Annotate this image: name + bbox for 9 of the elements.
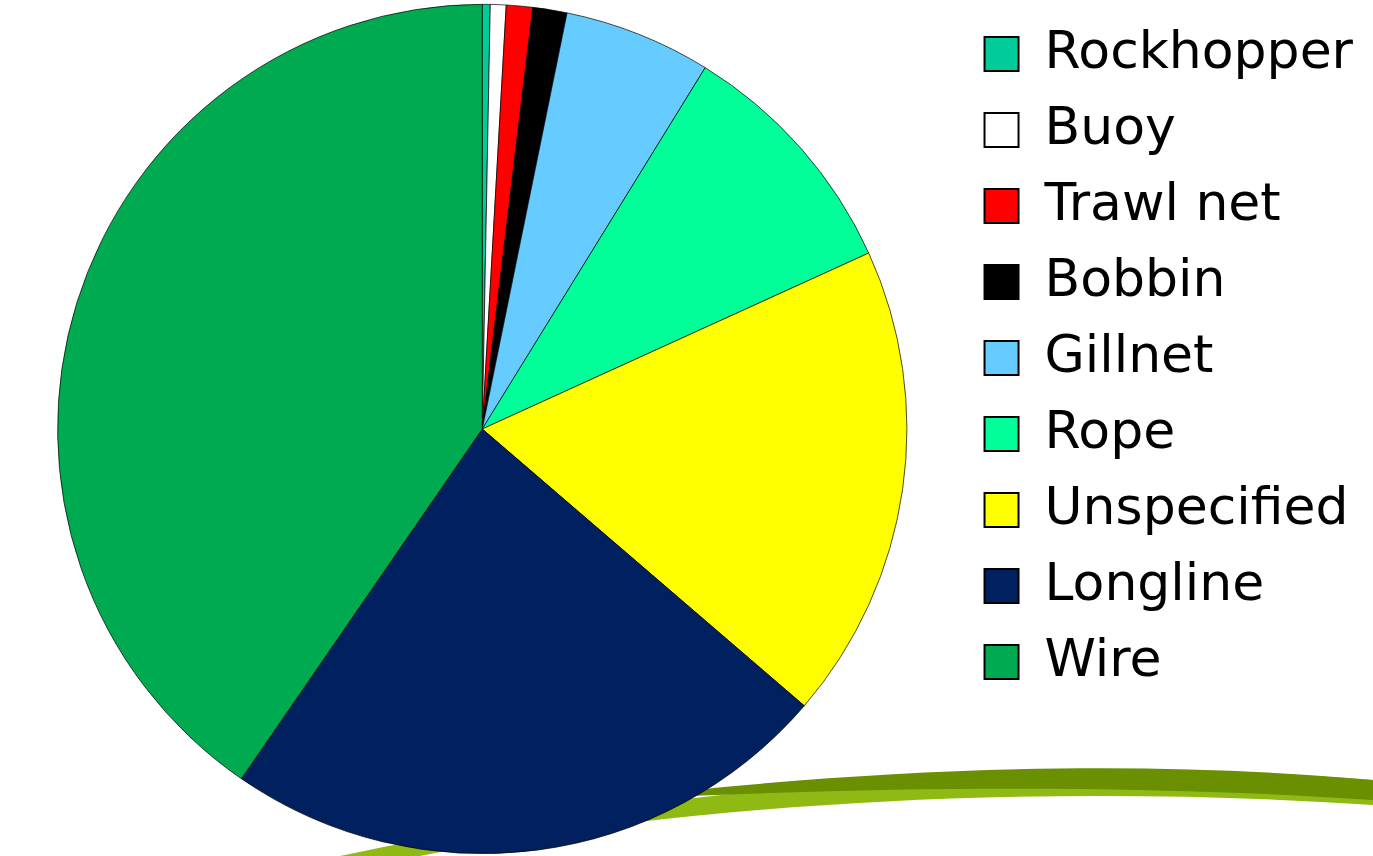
legend-label: Unspecified	[1044, 475, 1349, 536]
legend-label: Longline	[1044, 551, 1265, 612]
legend-label: Gillnet	[1044, 323, 1214, 384]
legend-label: Rope	[1044, 399, 1176, 460]
legend-label: Rockhopper	[1044, 19, 1354, 80]
legend-label: Wire	[1044, 627, 1162, 688]
legend-label: Bobbin	[1044, 247, 1226, 308]
legend-label: Trawl net	[1043, 171, 1281, 232]
legend-label: Buoy	[1044, 95, 1176, 156]
